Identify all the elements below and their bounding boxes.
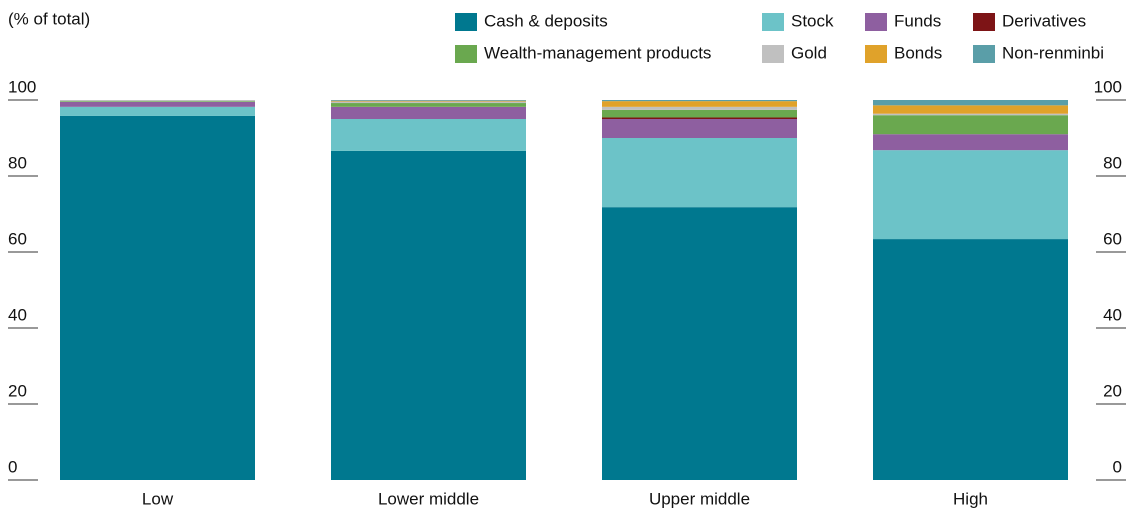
legend-label: Bonds <box>894 43 942 62</box>
bar-segment <box>331 119 526 151</box>
y-tick-label: 80 <box>8 153 27 172</box>
bar-segment <box>602 207 797 480</box>
bar-segment <box>602 117 797 119</box>
legend-swatch <box>973 13 995 31</box>
bar-segment <box>873 150 1068 240</box>
legend-label: Non-renminbi <box>1002 43 1104 62</box>
bar-segment <box>331 103 526 107</box>
legend-swatch <box>455 45 477 63</box>
legend-swatch <box>762 45 784 63</box>
legend-label: Wealth-management products <box>484 43 711 62</box>
bar-segment <box>873 100 1068 106</box>
x-tick-label: High <box>953 489 988 508</box>
legend-swatch <box>865 13 887 31</box>
bar-segment <box>602 109 797 118</box>
x-tick-label: Upper middle <box>649 489 750 508</box>
y-tick-label-right: 20 <box>1103 381 1122 400</box>
bar-segment <box>873 134 1068 151</box>
y-tick-label: 20 <box>8 381 27 400</box>
bar-segment <box>331 101 526 104</box>
legend-swatch <box>865 45 887 63</box>
y-tick-label-right: 100 <box>1094 77 1122 96</box>
bar-segment <box>873 115 1068 135</box>
y-tick-label: 0 <box>8 457 17 476</box>
y-tick-label-right: 80 <box>1103 153 1122 172</box>
bar-segment <box>60 115 255 481</box>
bar-segment <box>873 113 1068 116</box>
legend-label: Stock <box>791 11 834 30</box>
bar-segment <box>60 101 255 107</box>
bar-segment <box>873 105 1068 114</box>
bar-segment <box>602 138 797 208</box>
legend-label: Gold <box>791 43 827 62</box>
y-tick-label-right: 0 <box>1113 457 1122 476</box>
legend-swatch <box>973 45 995 63</box>
bar-segment <box>602 106 797 110</box>
legend-swatch <box>455 13 477 31</box>
bar-segment <box>602 100 797 102</box>
bar-segment <box>331 100 526 102</box>
y-tick-label: 100 <box>8 77 36 96</box>
bar-segment <box>602 119 797 138</box>
subtitle: (% of total) <box>8 9 90 28</box>
bar-segment <box>873 239 1068 480</box>
bar-segment <box>331 150 526 481</box>
legend-swatch <box>762 13 784 31</box>
bar-segment <box>60 106 255 116</box>
legend-label: Funds <box>894 11 941 30</box>
y-tick-label-right: 40 <box>1103 305 1122 324</box>
y-tick-label-right: 60 <box>1103 229 1122 248</box>
bar-segment <box>331 100 526 101</box>
bar-segment <box>60 100 255 102</box>
x-tick-label: Low <box>142 489 174 508</box>
bar-segment <box>60 101 255 102</box>
legend-label: Cash & deposits <box>484 11 608 30</box>
y-tick-label: 60 <box>8 229 27 248</box>
y-tick-label: 40 <box>8 305 27 324</box>
x-tick-label: Lower middle <box>378 489 479 508</box>
legend-label: Derivatives <box>1002 11 1086 30</box>
bar-segment <box>331 106 526 119</box>
bar-segment <box>602 101 797 107</box>
